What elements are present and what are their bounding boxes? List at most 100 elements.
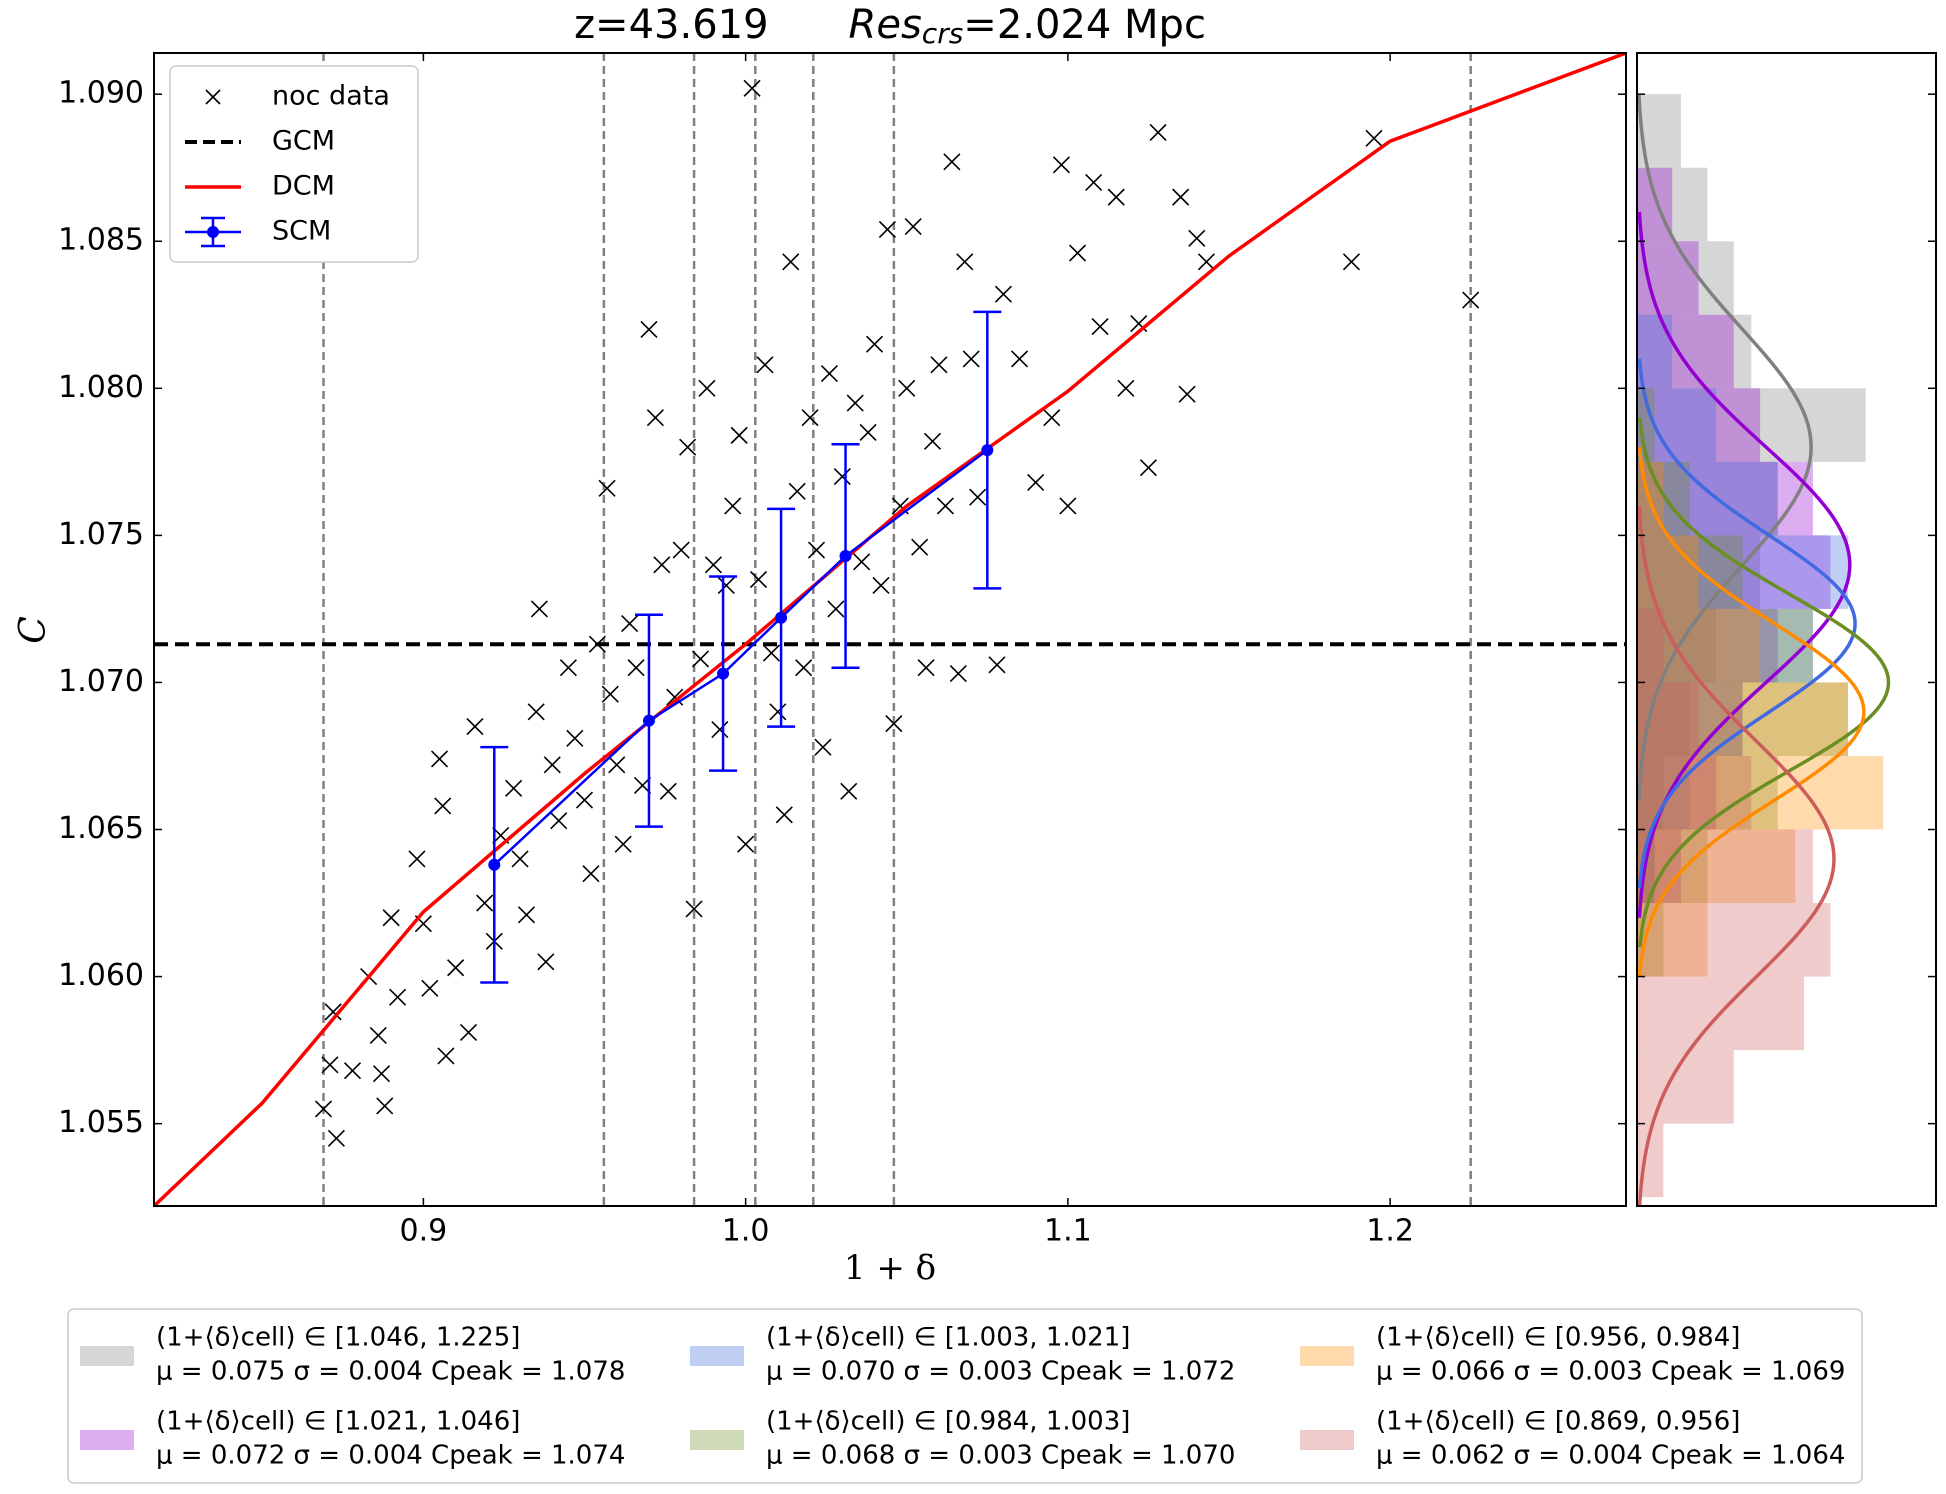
scatter-point [466,717,484,736]
scatter-point [872,576,890,594]
scatter-point [795,659,813,677]
scatter-point [859,423,877,441]
scatter-point [704,556,722,574]
scatter-point [437,1047,455,1065]
hist-bar [1637,388,1761,462]
scatter-point [614,835,632,853]
scatter-point [646,409,664,427]
legend-box [169,65,419,263]
scatter-point [698,379,716,397]
scatter-point [1178,385,1196,403]
scm-point [775,611,788,624]
scatter-point [911,538,929,556]
scm-point [981,444,994,457]
scm-line [493,449,989,866]
scatter-point [543,756,561,774]
scatter-point [421,979,439,997]
scatter-point [846,394,864,412]
gaussian-curve [1638,417,1891,948]
chart-title: z=43.619 Rescrs=2.024 Mpc [574,2,1206,50]
bottom-legend-box [67,1308,1863,1484]
scatter-point [853,553,871,571]
scatter-point [389,988,407,1006]
scatter-point [1091,317,1109,336]
legend-swatch [80,1430,134,1450]
scatter-point [775,806,793,824]
legend-marker [207,226,219,238]
scm-point [717,667,730,680]
gaussian-curve [1637,358,1857,889]
scatter-point [666,688,684,706]
y-tick-label: 1.070 [58,664,144,699]
scatter-point [1342,253,1361,271]
scatter-point [743,79,761,97]
side-plot-area [1637,94,1891,1206]
legend-label: DCM [272,171,335,202]
scatter-point [936,497,954,515]
legend-label: (1+⟨δ⟩cell) ∈ [1.003, 1.021] [766,1323,1130,1353]
title-part: z=43.619 [574,2,768,48]
scatter-point [382,909,400,927]
scatter-point [430,750,449,768]
scatter-point [598,479,616,497]
scatter-point [917,659,935,677]
scatter-point [956,253,974,271]
scatter-point [527,703,545,721]
scatter-point [505,779,523,797]
hist-bar [1637,755,1717,830]
scatter-point [930,356,948,374]
scatter-point [962,350,980,368]
scatter-point [691,650,710,668]
scatter-point [566,729,584,747]
scatter-point [369,1026,387,1044]
scatter-point [530,600,548,618]
scatter-point [621,615,639,633]
scatter-point [923,432,942,450]
main-frame [153,52,1627,1207]
legend-marker [205,89,221,105]
scatter-point [517,906,536,924]
scatter-point [833,467,851,486]
gaussian-curve [1637,505,1836,1206]
scatter-point [827,600,845,618]
legend-stats: μ = 0.070 σ = 0.003 Cpeak = 1.072 [766,1357,1235,1387]
legend-swatch [1300,1346,1354,1366]
main-plot-area [154,53,1626,1206]
scatter-point [1172,188,1190,206]
scatter-point [730,426,748,444]
scatter-point [1117,379,1135,397]
scatter-point [640,320,658,339]
scatter-point [820,365,838,383]
scatter-point [969,488,987,506]
hist-bar [1637,388,1655,462]
scatter-point [1149,123,1167,141]
y-tick-label: 1.085 [58,223,144,258]
title-part: =2.024 Mpc [963,2,1206,48]
title-part: Res [849,2,922,48]
scatter-point [865,335,884,353]
scatter-point [801,409,819,427]
scatter-point [653,556,671,574]
y-tick-label: 1.080 [58,370,144,405]
legend-stats: μ = 0.062 σ = 0.004 Cpeak = 1.064 [1376,1441,1845,1471]
scatter-point [1107,188,1125,206]
legend-swatch [80,1346,134,1366]
scatter-point [807,541,826,559]
scatter-point [1365,129,1383,147]
hist-bar [1637,388,1717,462]
scatter-point [1462,291,1480,309]
scatter-point [459,1023,478,1042]
scatter-point [550,812,568,830]
title-part: crs [922,17,964,50]
scm-point [642,714,655,727]
scatter-point [659,782,677,800]
hist-bar [1637,903,1708,977]
scatter-point [749,570,768,589]
scatter-point [898,379,916,397]
y-tick-label: 1.055 [58,1105,144,1140]
hist-bar [1637,755,1690,830]
hist-bar [1637,314,1734,389]
scatter-point [685,900,703,918]
